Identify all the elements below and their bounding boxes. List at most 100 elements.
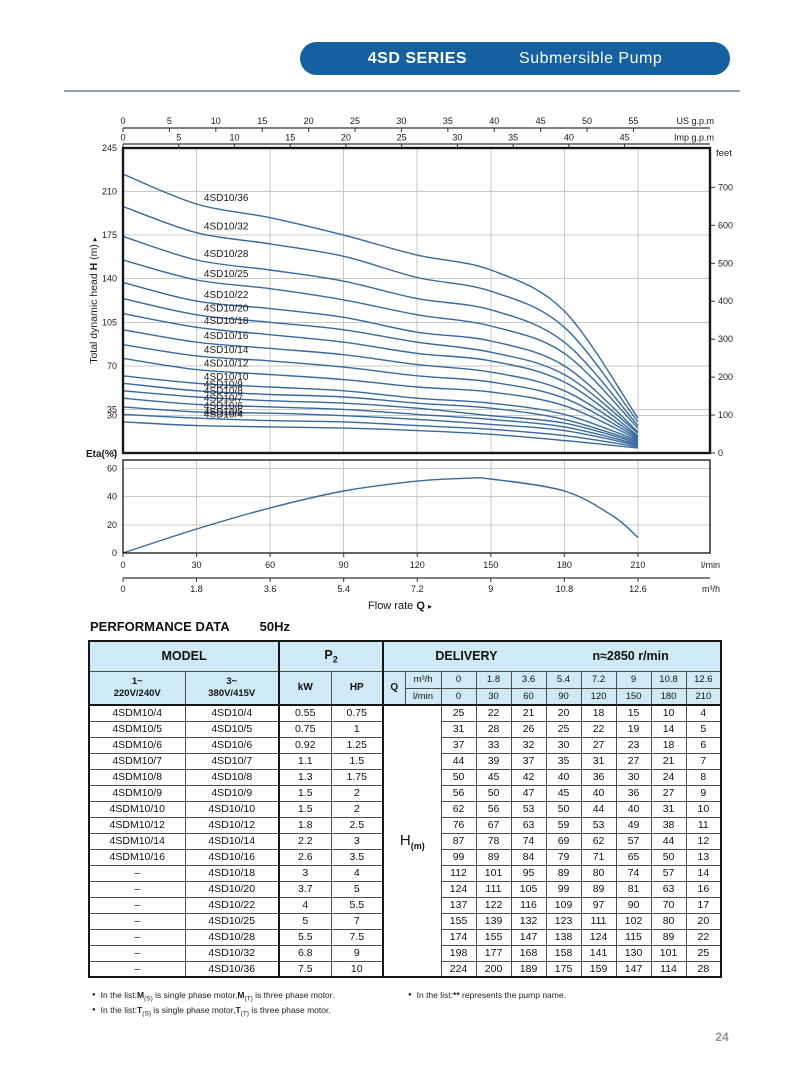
- svg-text:30: 30: [192, 560, 202, 570]
- frequency-label: 50Hz: [259, 619, 290, 634]
- table-cell: 45: [545, 784, 582, 802]
- table-cell: 23: [615, 736, 652, 754]
- table-cell: 31: [440, 720, 477, 738]
- svg-text:55: 55: [628, 116, 638, 126]
- table-cell: 4SD10/18: [184, 864, 280, 882]
- svg-text:700: 700: [718, 182, 733, 192]
- table-cell: 40: [615, 800, 652, 818]
- svg-text:120: 120: [410, 560, 425, 570]
- table-cell: 81: [615, 880, 652, 898]
- table-cell: 5.4: [545, 670, 582, 689]
- table-cell: 10.8: [650, 670, 687, 689]
- table-cell: 4SDM10/16: [88, 848, 186, 866]
- bullet-icon: ●: [92, 1007, 96, 1013]
- feet-axis: 700 600 500 400 300 200 100 0 feet: [710, 148, 733, 458]
- table-cell: 10: [650, 704, 687, 722]
- table-header-row-1: MODEL P2 DELIVERY n≈2850 r/min: [88, 640, 722, 672]
- table-cell: 4SD10/7: [184, 752, 280, 770]
- svg-text:90: 90: [339, 560, 349, 570]
- svg-text:10: 10: [211, 116, 221, 126]
- table-cell: 4SDM10/7: [88, 752, 186, 770]
- table-cell: 57: [615, 832, 652, 850]
- table-cell: 8: [685, 768, 722, 786]
- table-cell: 114: [650, 960, 687, 978]
- table-cell: 4SD10/20: [184, 880, 280, 898]
- table-cell: 0.75: [330, 704, 384, 722]
- table-cell: 79: [545, 848, 582, 866]
- table-cell: 6: [685, 736, 722, 754]
- table-cell: 78: [475, 832, 512, 850]
- svg-text:30: 30: [452, 133, 462, 143]
- table-cell: 130: [615, 944, 652, 962]
- table-cell: 47: [510, 784, 547, 802]
- product-title: Submersible Pump: [519, 49, 663, 67]
- table-cell: 38: [650, 816, 687, 834]
- footnote-text: In the list:** represents the pump name.: [416, 990, 566, 1000]
- bullet-icon: ●: [408, 992, 412, 998]
- table-cell: 0.75: [278, 720, 332, 738]
- top-axis-us: 0 5 10 15 20 25 30 35 40 45 50 55 US g.p.m: [120, 116, 714, 132]
- table-cell: 18: [580, 704, 617, 722]
- top-axis-imp: 0 5 10 15 20 25 30 35 40 45 Imp g.p.m: [120, 133, 714, 148]
- table-body: 4SDM10/4 4SD10/4 0.55 0.75 H(m) 25 22 21 20 18 15 1…: [88, 704, 722, 978]
- svg-text:200: 200: [718, 372, 733, 382]
- table-cell: 28: [685, 960, 722, 978]
- table-row: 4SDM10/16 4SD10/16 2.6 3.5 99 89 84 79 71 65 50 13: [88, 848, 722, 866]
- svg-text:140: 140: [102, 274, 117, 284]
- svg-text:35: 35: [107, 404, 117, 414]
- table-cell: 5: [330, 880, 384, 898]
- table-cell: 175: [545, 960, 582, 978]
- table-cell: 21: [510, 704, 547, 722]
- table-cell: 101: [475, 864, 512, 882]
- table-cell: 69: [545, 832, 582, 850]
- bottom-axis-m3h: 0 1.8 3.6 5.4 7.2 9 10.8 12.6 m³/h: [120, 577, 720, 594]
- table-cell: 2.6: [278, 848, 332, 866]
- table-cell: 5.5: [330, 896, 384, 914]
- table-cell: 56: [440, 784, 477, 802]
- svg-text:60: 60: [265, 560, 275, 570]
- svg-text:Eta(%): Eta(%): [86, 449, 117, 460]
- svg-text:4SD10/20: 4SD10/20: [204, 304, 249, 315]
- table-cell: 20: [545, 704, 582, 722]
- table-cell: 20: [685, 912, 722, 930]
- table-cell: 124: [440, 880, 477, 898]
- table-cell: 35: [545, 752, 582, 770]
- svg-text:45: 45: [620, 133, 630, 143]
- table-cell: –: [88, 912, 186, 930]
- svg-text:4SD10/10: 4SD10/10: [204, 372, 249, 383]
- table-cell: 210: [685, 687, 722, 706]
- table-cell: 4SD10/8: [184, 768, 280, 786]
- svg-text:4SD10/6: 4SD10/6: [204, 401, 243, 412]
- svg-text:70: 70: [107, 361, 117, 371]
- table-cell: 180: [650, 687, 687, 706]
- table-cell: 155: [475, 928, 512, 946]
- svg-text:4SD10/22: 4SD10/22: [204, 290, 249, 301]
- svg-text:35: 35: [508, 133, 518, 143]
- svg-text:0: 0: [112, 448, 117, 458]
- table-cell: 4SD10/28: [184, 928, 280, 946]
- svg-text:60: 60: [107, 463, 117, 473]
- table-cell: 4SD10/14: [184, 832, 280, 850]
- table-row: –4SD10/20 3.7 5 124 111 105 99 89 81 63 16: [88, 880, 722, 898]
- svg-text:0: 0: [112, 548, 117, 558]
- table-cell: 25: [545, 720, 582, 738]
- single-phase-header: 1~ 220V/240V: [88, 670, 186, 706]
- table-cell: 50: [475, 784, 512, 802]
- page-number: 24: [715, 1030, 729, 1044]
- table-title-text: PERFORMANCE DATA: [90, 619, 230, 634]
- svg-text:4SD10/25: 4SD10/25: [204, 269, 249, 280]
- table-cell: 177: [475, 944, 512, 962]
- table-cell: 4SD10/4: [184, 704, 280, 722]
- svg-text:105: 105: [102, 317, 117, 327]
- table-cell: 62: [580, 832, 617, 850]
- table-cell: 10: [330, 960, 384, 978]
- table-row: 4SDM10/6 4SD10/6 0.92 1.25 37 33 32 30 27 23 18 6: [88, 736, 722, 754]
- svg-text:40: 40: [489, 116, 499, 126]
- table-cell: 57: [650, 864, 687, 882]
- table-header: MODEL P2 DELIVERY n≈2850 r/min 1~ 220V/240…: [88, 640, 722, 706]
- table-cell: 89: [650, 928, 687, 946]
- table-cell: 4SD10/25: [184, 912, 280, 930]
- svg-text:0: 0: [120, 560, 125, 570]
- table-cell: 65: [615, 848, 652, 866]
- table-cell: 4SDM10/4: [88, 704, 186, 722]
